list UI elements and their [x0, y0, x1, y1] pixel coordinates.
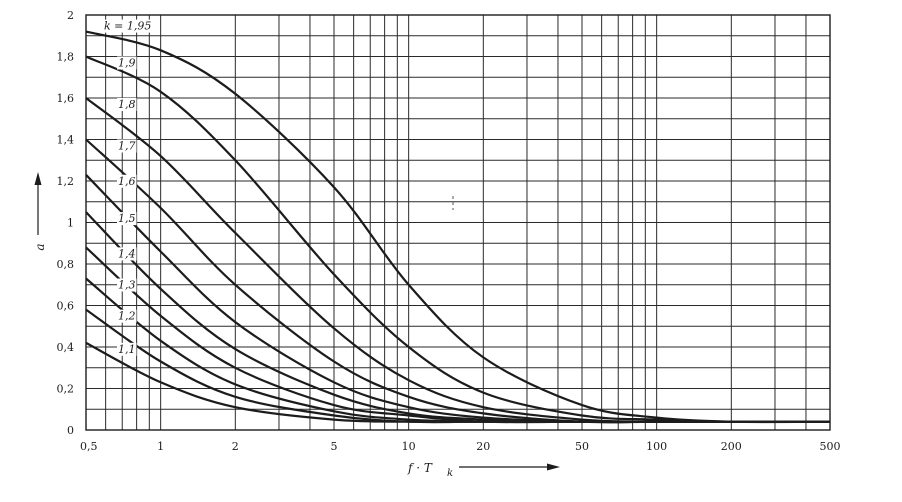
curve-line: [85, 97, 830, 423]
x-tick-label: 20: [476, 440, 490, 453]
y-tick-label: 1: [67, 217, 74, 230]
x-tick-label: 5: [331, 440, 338, 453]
curve-label-background: [117, 174, 137, 188]
x-tick-label: 10: [402, 440, 416, 453]
curve-label: 1,7: [118, 140, 136, 153]
curve-label-background: [117, 56, 137, 70]
curve-label-background: [117, 98, 137, 111]
curve-line: [85, 174, 830, 424]
x-tick-label: 2: [232, 440, 239, 453]
curve-line: [85, 30, 831, 424]
plot-frame: [85, 14, 831, 431]
curve-label-background: [117, 139, 137, 153]
curve-label-background: [117, 342, 137, 356]
x-tick-label: 0,5: [80, 440, 98, 453]
x-axis-title-group: f · T k: [407, 461, 560, 479]
curve-label-background: [117, 247, 137, 261]
y-tick-label: 1,2: [57, 175, 75, 188]
y-axis-title-group: a: [33, 172, 47, 251]
y-tick-label: 0,8: [57, 258, 75, 271]
curve-label: 1,3: [118, 279, 136, 292]
curve-label-background: [117, 309, 137, 323]
curve-label: 1,4: [118, 247, 136, 260]
x-axis-title: f · T: [407, 461, 433, 475]
curve-label: 1,1: [118, 343, 136, 356]
curve-line: [85, 341, 830, 423]
y-axis-arrow-head: [34, 172, 42, 185]
curve-line: [85, 55, 831, 423]
x-tick-label: 1: [157, 440, 164, 453]
x-tick-label: 500: [820, 440, 841, 453]
x-axis-arrow-head: [547, 463, 560, 471]
curve-label: 1,9: [118, 57, 136, 70]
y-axis-title: a: [33, 243, 47, 250]
curve-label-background: [117, 212, 137, 226]
x-tick-label: 50: [575, 440, 589, 453]
curves: [85, 30, 831, 424]
tick-labels: 0,5 1 2 5 10 20 50 100 200 500 0 0,2 0,4 0,6 0,8 1 1,2 1,…: [57, 9, 841, 453]
curve-label: 1,8: [118, 98, 136, 111]
curve-label-background: [117, 278, 137, 292]
x-tick-label: 100: [646, 440, 667, 453]
y-tick-label: 0,4: [57, 341, 75, 354]
x-axis-title-subscript: k: [447, 468, 453, 479]
curve-label-background: [103, 19, 153, 33]
curve-label: 1,6: [118, 175, 136, 188]
y-tick-label: 0,6: [57, 300, 75, 313]
curve-label: k = 1,95: [104, 20, 151, 33]
y-tick-label: 1,4: [57, 134, 75, 147]
y-tick-label: 1,8: [57, 51, 75, 64]
x-tick-label: 200: [721, 440, 742, 453]
curve-label: 1,2: [118, 310, 136, 323]
y-tick-label: 2: [67, 9, 74, 22]
curve-labels: k = 1,95 1,9 1,8 1,7 1,6 1,5 1,4 1,3 1,2 1,1: [103, 19, 153, 356]
curve-label: 1,5: [118, 212, 136, 225]
y-tick-label: 0,2: [57, 383, 75, 396]
grid: [85, 14, 831, 431]
y-tick-label: 1,6: [57, 92, 75, 105]
y-tick-label: 0: [67, 424, 74, 437]
